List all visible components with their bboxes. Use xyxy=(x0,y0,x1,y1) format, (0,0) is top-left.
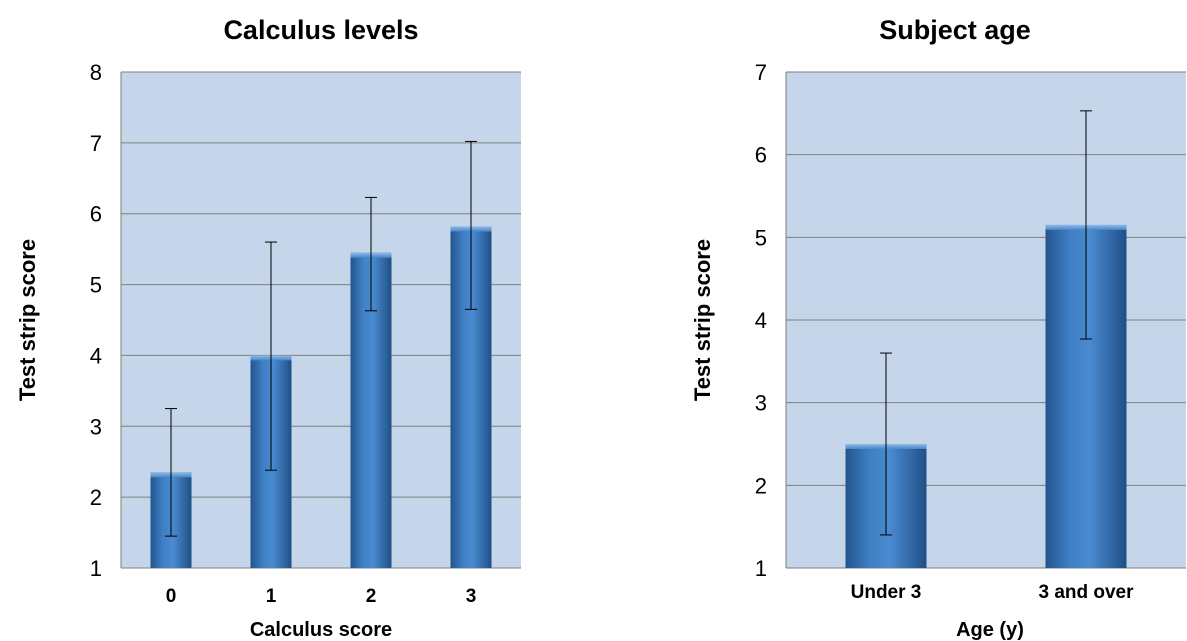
y-axis-label: Test strip score xyxy=(15,239,40,401)
y-tick-label: 3 xyxy=(755,391,767,416)
y-tick-label: 2 xyxy=(90,485,102,510)
x-tick-label: 1 xyxy=(266,586,277,607)
y-tick-label: 7 xyxy=(755,60,767,85)
x-tick-label: 3 and over xyxy=(1038,582,1134,603)
y-axis-label: Test strip score xyxy=(690,239,715,401)
y-tick-label: 6 xyxy=(755,143,767,168)
y-tick-label: 6 xyxy=(90,202,102,227)
bar-group xyxy=(845,352,927,568)
y-tick-label: 7 xyxy=(90,131,102,156)
y-tick-label: 1 xyxy=(90,556,102,581)
y-tick-label: 3 xyxy=(90,414,102,439)
y-tick-label: 2 xyxy=(755,473,767,498)
y-tick-label: 1 xyxy=(755,556,767,581)
x-tick-label: 2 xyxy=(366,586,377,607)
bar-group xyxy=(450,140,492,568)
bars xyxy=(150,140,492,568)
bar-group xyxy=(150,408,192,568)
x-tick-label: 0 xyxy=(166,586,177,607)
x-tick-labels: 0 1 2 3 xyxy=(166,586,477,607)
bars xyxy=(845,110,1127,568)
bar-group xyxy=(350,196,392,568)
chart-calculus-levels: Calculus levels 1 2 3 4 5 6 7 8 0 1 2 3 Calculus s… xyxy=(15,15,521,641)
chart-title: Subject age xyxy=(879,15,1031,45)
y-tick-labels: 1 2 3 4 5 6 7 8 xyxy=(90,60,102,581)
y-tick-label: 5 xyxy=(755,225,767,250)
x-axis-label: Calculus score xyxy=(250,619,392,641)
y-tick-label: 8 xyxy=(90,60,102,85)
y-tick-label: 5 xyxy=(90,273,102,298)
y-tick-labels: 1 2 3 4 5 6 7 xyxy=(755,60,767,581)
x-tick-label: 3 xyxy=(466,586,477,607)
y-tick-label: 4 xyxy=(90,343,102,368)
chart-subject-age: Subject age 1 2 3 4 5 6 7 Under 3 3 and over Ag… xyxy=(690,15,1186,641)
bar-group xyxy=(250,241,292,568)
x-tick-label: Under 3 xyxy=(851,582,922,603)
chart-title: Calculus levels xyxy=(223,15,418,45)
x-tick-labels: Under 3 3 and over xyxy=(851,582,1134,603)
x-axis-label: Age (y) xyxy=(956,619,1024,641)
y-tick-label: 4 xyxy=(755,308,767,333)
bar-group xyxy=(1045,110,1127,568)
